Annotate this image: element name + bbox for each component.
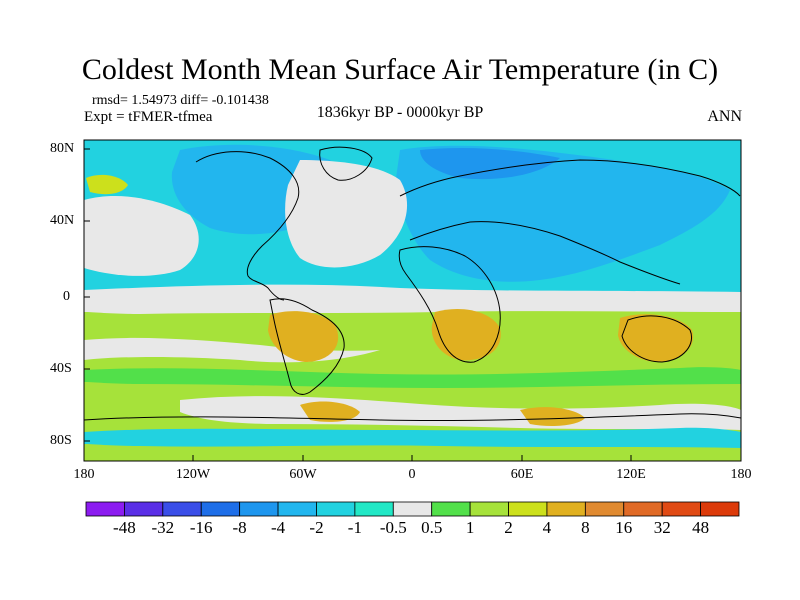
colorbar-label: -48: [113, 518, 136, 537]
period-line: 1836kyr BP - 0000kyr BP: [316, 104, 484, 121]
colorbar-swatch: [431, 501, 471, 517]
field-arctic-dark: [420, 147, 560, 180]
field-warm-npacific: [86, 174, 128, 195]
lat-label-80s: 80S: [50, 433, 72, 448]
colorbar-swatch: [354, 501, 394, 517]
colorbar-swatch: [85, 501, 125, 517]
colorbar-swatch: [316, 501, 356, 517]
colorbar-label: 32: [653, 518, 671, 537]
colorbar-label: -2: [309, 518, 324, 537]
colorbar-label: 4: [542, 518, 552, 537]
coast-europe-asia: [399, 159, 741, 285]
coastlines: [84, 146, 741, 422]
coast-africa: [398, 246, 501, 363]
lat-label-40n: 40N: [50, 213, 75, 228]
coast-greenland: [319, 146, 373, 181]
coast-south-america: [269, 298, 345, 395]
field-neutral-natlantic: [285, 160, 408, 268]
season-label: ANN: [707, 108, 742, 125]
field-neutral-npacific: [84, 195, 199, 276]
stats-line: rmsd= 1.54973 diff= -0.101438: [92, 93, 269, 108]
colorbar-label: -32: [151, 518, 175, 537]
colorbar-swatch: [584, 501, 625, 517]
lon-label-60e: 60E: [510, 467, 534, 482]
colorbar-label: -0.5: [379, 518, 407, 537]
field-neutral-equator: [84, 284, 741, 314]
lon-label-60w: 60W: [289, 467, 317, 482]
colorbar-label: 8: [581, 518, 590, 537]
colorbar-swatch: [124, 501, 164, 517]
colorbar-swatch: [623, 501, 663, 517]
coast-australia: [621, 315, 692, 363]
temperature-anomaly-field: [84, 140, 741, 461]
lon-label-180e: 180: [730, 467, 752, 482]
colorbar-label: -4: [271, 518, 286, 537]
coast-north-america: [195, 151, 300, 301]
lon-label-180w: 180: [73, 467, 95, 482]
colorbar-label: 1: [465, 518, 475, 537]
coast-antarctica: [84, 413, 741, 422]
chart-title: Coldest Month Mean Surface Air Temperatu…: [81, 53, 719, 86]
field-eurasia-cool: [395, 145, 730, 282]
field-warm-southern-2: [520, 407, 585, 426]
colorbar-label: 16: [615, 518, 633, 537]
colorbar-label: 48: [692, 518, 710, 537]
field-warm-australia: [618, 314, 694, 362]
colorbar-swatch: [469, 501, 509, 517]
lat-label-80n: 80N: [50, 141, 75, 156]
axis-ticks: [83, 148, 742, 461]
colorbar-label: 0.5: [421, 518, 443, 537]
experiment-line: Expt = tFMER-tfmea: [84, 109, 213, 125]
colorbar-swatch: [200, 501, 241, 517]
colorbar-swatch: [162, 501, 202, 517]
colorbar-swatch: [392, 501, 433, 517]
colorbar-label: 2: [504, 518, 513, 537]
colorbar: [85, 501, 740, 517]
colorbar-swatch: [277, 501, 317, 517]
colorbar-swatch: [700, 501, 740, 517]
colorbar-swatch: [661, 501, 701, 517]
field-green-band: [84, 367, 741, 388]
colorbar-label: -1: [347, 518, 362, 537]
field-antarctic-cool: [84, 427, 741, 448]
lon-label-120w: 120W: [175, 467, 211, 482]
lat-label-40s: 40S: [50, 361, 72, 376]
colorbar-label: -16: [189, 518, 213, 537]
colorbar-label: -8: [232, 518, 247, 537]
lon-label-120e: 120E: [616, 467, 646, 482]
field-warm-samerica: [268, 311, 339, 362]
field-warm-southern-1: [300, 401, 360, 422]
field-warm-safrica: [431, 308, 501, 361]
colorbar-swatch: [546, 501, 586, 517]
colorbar-swatch: [508, 501, 548, 517]
lon-label-0: 0: [408, 467, 416, 482]
colorbar-swatch: [239, 501, 279, 517]
lat-label-0: 0: [63, 289, 70, 304]
